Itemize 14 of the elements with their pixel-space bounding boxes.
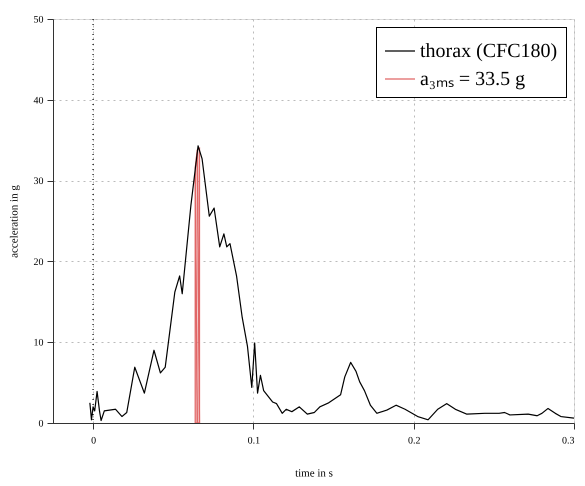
y-tick-label: 10 bbox=[34, 338, 44, 349]
legend-label: thorax (CFC180) bbox=[420, 40, 558, 62]
y-tick-label: 30 bbox=[34, 176, 44, 188]
y-tick-label: 20 bbox=[34, 256, 44, 268]
x-tick-label: 0 bbox=[91, 436, 96, 446]
y-tick-label: 50 bbox=[34, 14, 44, 26]
y-axis-title: acceleration in g bbox=[8, 184, 20, 258]
x-tick-label: 0.1 bbox=[248, 436, 260, 446]
x-tick-label: 0.3 bbox=[562, 436, 574, 446]
x-axis-title: time in s bbox=[295, 468, 333, 480]
legend-label: a₃ₘₛ = 33.5 g bbox=[420, 68, 526, 90]
x-tick-label: 0.2 bbox=[408, 436, 420, 446]
y-tick-label: 40 bbox=[34, 95, 44, 106]
y-tick-label: 0 bbox=[38, 418, 44, 430]
